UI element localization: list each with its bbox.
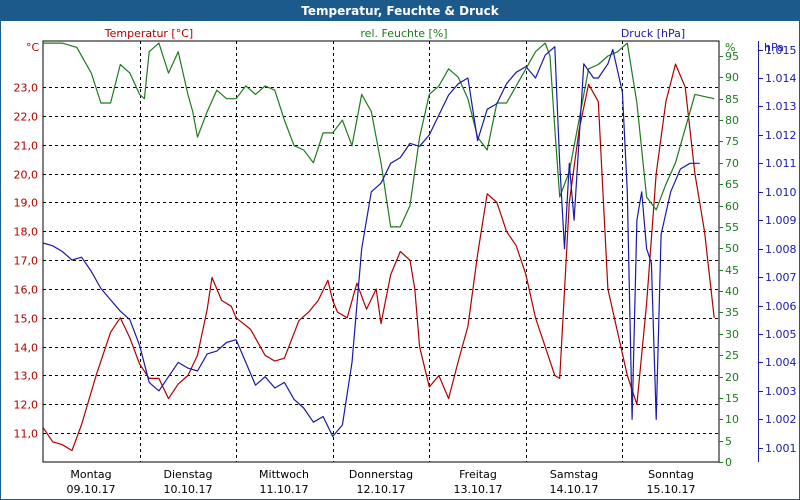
pres-tick-label: 1.011 [765,157,797,170]
hum-tick-label: 30 [725,328,739,341]
day-date-label: 14.10.17 [550,483,599,496]
series-line-pres [42,46,700,437]
axis-ticks: 11,0 12,0 13,0 14,0 15,0 16,0 17,0 18,0 19,0 20,0… [14,41,797,469]
pres-tick-label: 1.004 [765,356,797,369]
temp-tick-label: 14,0 [14,342,39,355]
hum-tick-label: 95 [725,50,739,63]
temp-tick-label: 13,0 [14,370,39,383]
hum-tick-label: 0 [725,456,732,469]
temp-tick-label: 21,0 [14,140,39,153]
day-date-label: 15.10.17 [647,483,696,496]
pres-tick-label: 1.003 [765,385,797,398]
hum-tick-label: 85 [725,93,739,106]
pres-tick-label: 1.005 [765,328,797,341]
series-lines [42,42,715,452]
pres-tick-label: 1.012 [765,129,797,142]
pres-tick-label: 1.015 [765,44,797,57]
temp-tick-label: 17,0 [14,255,39,268]
day-name-label: Sonntag [648,468,694,481]
pres-tick-label: 1.007 [765,271,797,284]
pres-axis-label: Druck [hPa] [621,27,685,40]
pres-tick-label: 1.008 [765,243,797,256]
grid [42,40,720,463]
temp-tick-label: 22,0 [14,111,39,124]
day-name-label: Dienstag [163,468,212,481]
chart-svg: Temperatur [°C] rel. Feuchte [%] Druck [… [14,27,797,496]
day-name-label: Freitag [459,468,497,481]
series-line-temp [42,63,715,452]
hum-tick-label: 70 [725,157,739,170]
day-name-label: Donnerstag [349,468,413,481]
pres-unit-label: hPa [764,41,784,54]
day-date-label: 10.10.17 [164,483,213,496]
hum-tick-label: 60 [725,200,739,213]
temp-tick-label: 18,0 [14,226,39,239]
day-name-label: Mittwoch [259,468,309,481]
pres-tick-label: 1.002 [765,413,797,426]
hum-tick-label: 80 [725,114,739,127]
pres-tick-label: 1.006 [765,300,797,313]
pres-tick-label: 1.014 [765,72,797,85]
hum-tick-label: 50 [725,242,739,255]
temp-axis-label: Temperatur [°C] [104,27,193,40]
hum-tick-label: 5 [725,435,732,448]
hum-tick-label: 20 [725,371,739,384]
temp-tick-label: 23,0 [14,82,39,95]
day-date-label: 13.10.17 [454,483,503,496]
hum-tick-label: 45 [725,264,739,277]
plot-area [42,40,720,463]
hum-tick-label: 35 [725,306,739,319]
hum-tick-label: 25 [725,349,739,362]
temp-tick-label: 20,0 [14,169,39,182]
series-line-hum [43,42,715,228]
hum-unit-label: % [725,41,735,54]
chart-title: Temperatur, Feuchte & Druck [1,1,799,21]
hum-axis-label: rel. Feuchte [%] [360,27,447,40]
day-date-label: 09.10.17 [67,483,116,496]
day-name-label: Samstag [550,468,598,481]
hum-tick-label: 40 [725,285,739,298]
pres-tick-label: 1.001 [765,442,797,455]
hum-tick-label: 90 [725,71,739,84]
temp-unit-label: °C [26,41,40,54]
hum-tick-label: 65 [725,178,739,191]
hum-tick-label: 10 [725,413,739,426]
temp-tick-label: 15,0 [14,313,39,326]
hum-tick-label: 55 [725,221,739,234]
x-axis-labels: Montag 09.10.17 Dienstag 10.10.17 Mittwoch 11… [67,468,696,496]
day-date-label: 12.10.17 [357,483,406,496]
temp-tick-label: 11,0 [14,428,39,441]
pres-tick-label: 1.013 [765,100,797,113]
hum-tick-label: 75 [725,135,739,148]
pres-tick-label: 1.009 [765,214,797,227]
day-name-label: Montag [70,468,111,481]
temp-tick-label: 12,0 [14,399,39,412]
day-date-label: 11.10.17 [260,483,309,496]
hum-tick-label: 15 [725,392,739,405]
pres-tick-label: 1.010 [765,186,797,199]
temp-tick-label: 16,0 [14,284,39,297]
temp-tick-label: 19,0 [14,197,39,210]
